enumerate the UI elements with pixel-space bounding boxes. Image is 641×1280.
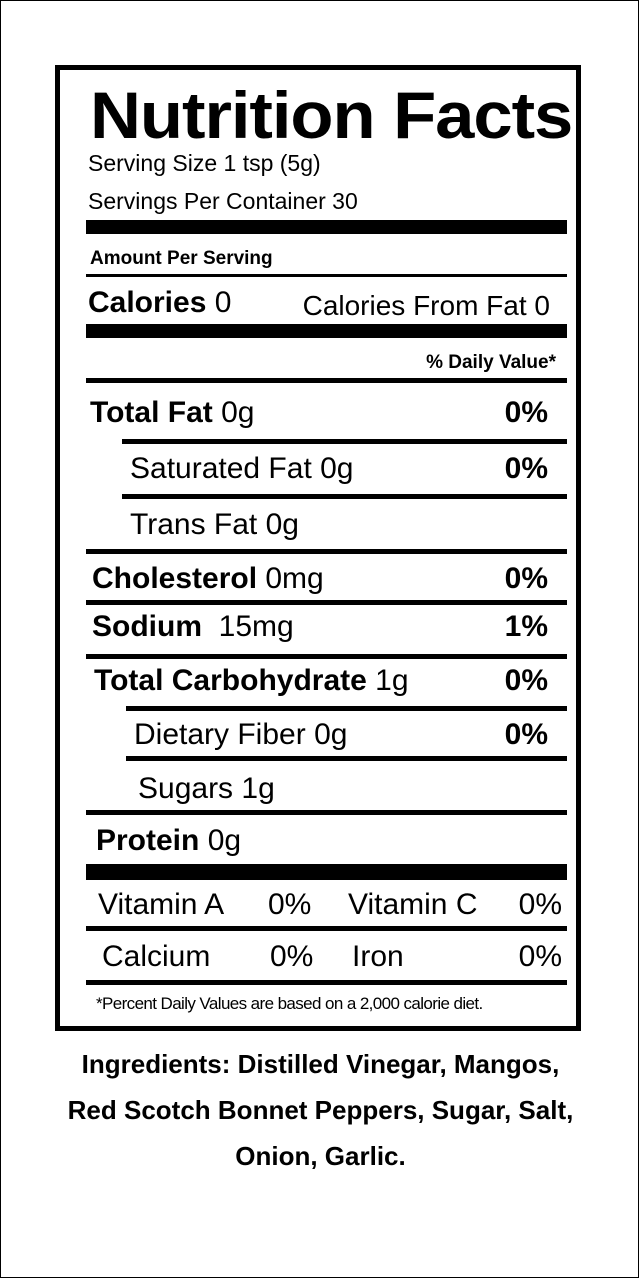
vitamin-a-dv: 0% [268, 888, 312, 921]
divider [122, 494, 567, 499]
vitamin-a-name: Vitamin A [98, 888, 225, 921]
ingredients-statement: Ingredients: Distilled Vinegar, Mangos, … [1, 1041, 640, 1179]
nutrient-row-total-fat: Total Fat 0g [90, 396, 255, 430]
divider [86, 600, 567, 605]
calories-label: Calories [88, 286, 207, 319]
nutrient-amount: 0mg [265, 562, 324, 595]
nutrient-amount: 1g [375, 664, 409, 697]
nutrient-amount: 0g [221, 396, 255, 429]
panel-title: Nutrition Facts [90, 78, 573, 152]
nutrient-row-dietary-fiber: Dietary Fiber 0g [134, 718, 347, 752]
nutrition-facts-panel: Nutrition Facts Serving Size 1 tsp (5g) … [55, 65, 581, 1031]
nutrient-dv: 0% [504, 664, 548, 697]
divider [122, 439, 567, 444]
ingredients-line: Ingredients: Distilled Vinegar, Mangos, [81, 1049, 560, 1079]
thick-divider [86, 324, 567, 338]
divider [86, 654, 567, 659]
nutrient-dv: 0% [504, 562, 548, 595]
nutrient-name: Sodium [92, 610, 202, 643]
divider [86, 980, 567, 985]
divider [86, 274, 567, 277]
nutrient-row-saturated-fat: Saturated Fat 0g [130, 452, 354, 486]
nutrient-row-sugars: Sugars 1g [138, 772, 275, 806]
calories-row: Calories 0 [88, 286, 231, 320]
nutrient-name: Saturated Fat [130, 452, 312, 485]
nutrient-name: Sugars [138, 772, 234, 805]
calories-value: 0 [214, 286, 232, 319]
thick-divider [86, 864, 567, 880]
vitamin-c-dv: 0% [518, 888, 562, 921]
nutrient-amount: 15mg [218, 610, 294, 643]
servings-per-container: Servings Per Container 30 [88, 188, 358, 214]
nutrient-name: Total Fat [90, 396, 213, 429]
footnote: *Percent Daily Values are based on a 2,0… [96, 994, 483, 1013]
nutrient-name: Total Carbohydrate [94, 664, 367, 697]
nutrient-dv: 1% [504, 610, 548, 643]
nutrient-row-total-carbohydrate: Total Carbohydrate 1g [94, 664, 409, 698]
nutrient-amount: 0g [320, 452, 354, 485]
nutrient-amount: 1g [241, 772, 275, 805]
nutrient-name: Cholesterol [92, 562, 258, 595]
nutrient-amount: 0g [207, 824, 242, 857]
calories-from-fat: Calories From Fat 0 [302, 290, 550, 321]
divider [86, 810, 567, 815]
calcium-dv: 0% [270, 940, 314, 973]
amount-per-serving: Amount Per Serving [90, 248, 273, 269]
nutrient-name: Dietary Fiber [134, 718, 306, 751]
divider [86, 378, 567, 383]
iron-dv: 0% [518, 940, 562, 973]
daily-value-header: % Daily Value* [426, 352, 556, 373]
iron-name: Iron [352, 940, 404, 973]
nutrient-row-trans-fat: Trans Fat 0g [130, 508, 299, 542]
nutrient-row-protein: Protein 0g [96, 824, 241, 858]
thick-divider [86, 220, 567, 234]
divider [126, 706, 567, 711]
calcium-name: Calcium [102, 940, 211, 973]
nutrient-name: Protein [96, 824, 200, 857]
ingredients-line: Red Scotch Bonnet Peppers, Sugar, Salt, [67, 1095, 574, 1125]
nutrient-amount: 0g [314, 718, 348, 751]
divider [86, 549, 567, 554]
nutrient-row-sodium: Sodium 15mg [92, 610, 294, 644]
nutrient-dv: 0% [504, 452, 548, 485]
nutrient-dv: 0% [504, 718, 548, 751]
serving-size: Serving Size 1 tsp (5g) [88, 150, 321, 176]
divider [86, 926, 567, 931]
vitamin-c-name: Vitamin C [348, 888, 478, 921]
nutrient-amount: 0g [265, 508, 299, 541]
nutrient-dv: 0% [504, 396, 548, 429]
nutrient-name: Trans Fat [130, 508, 258, 541]
divider [126, 756, 567, 761]
nutrient-row-cholesterol: Cholesterol 0mg [92, 562, 324, 596]
ingredients-line: Onion, Garlic. [235, 1141, 406, 1171]
